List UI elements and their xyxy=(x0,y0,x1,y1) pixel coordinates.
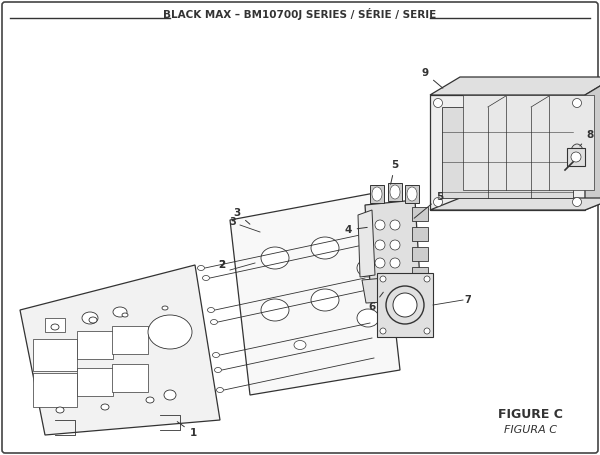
Polygon shape xyxy=(365,200,420,283)
Ellipse shape xyxy=(390,185,400,199)
Polygon shape xyxy=(362,275,422,303)
Ellipse shape xyxy=(424,276,430,282)
Ellipse shape xyxy=(433,197,443,207)
Polygon shape xyxy=(412,247,428,261)
Ellipse shape xyxy=(101,404,109,410)
Polygon shape xyxy=(585,77,600,210)
Text: 2: 2 xyxy=(218,260,226,270)
Ellipse shape xyxy=(424,328,430,334)
Text: 5: 5 xyxy=(414,192,443,218)
Text: FIGURA C: FIGURA C xyxy=(503,425,557,435)
Ellipse shape xyxy=(164,390,176,400)
Text: 6: 6 xyxy=(368,292,383,312)
Ellipse shape xyxy=(146,397,154,403)
Ellipse shape xyxy=(82,312,98,324)
Ellipse shape xyxy=(208,308,215,313)
Polygon shape xyxy=(377,273,433,337)
Polygon shape xyxy=(370,185,384,203)
Ellipse shape xyxy=(393,293,417,317)
Ellipse shape xyxy=(51,324,59,330)
Text: FIGURE C: FIGURE C xyxy=(497,409,562,421)
Polygon shape xyxy=(405,185,419,203)
Ellipse shape xyxy=(571,152,581,162)
Text: 3: 3 xyxy=(233,208,250,224)
Polygon shape xyxy=(567,148,585,166)
Ellipse shape xyxy=(380,276,386,282)
Ellipse shape xyxy=(122,313,128,317)
Ellipse shape xyxy=(372,187,382,201)
Text: 3: 3 xyxy=(230,217,236,227)
Text: BLACK MAX – BM10700J SERIES / SÉRIE / SERIE: BLACK MAX – BM10700J SERIES / SÉRIE / SE… xyxy=(163,8,437,20)
Polygon shape xyxy=(20,265,220,435)
Ellipse shape xyxy=(217,388,223,393)
Polygon shape xyxy=(412,207,428,221)
Ellipse shape xyxy=(294,340,306,349)
Ellipse shape xyxy=(390,258,400,268)
Polygon shape xyxy=(77,331,113,359)
Polygon shape xyxy=(33,339,77,371)
Ellipse shape xyxy=(390,220,400,230)
Ellipse shape xyxy=(311,289,339,311)
Ellipse shape xyxy=(375,240,385,250)
Text: 9: 9 xyxy=(421,68,443,88)
Text: 8: 8 xyxy=(580,130,593,146)
Ellipse shape xyxy=(113,307,127,317)
Text: 1: 1 xyxy=(177,422,197,438)
Polygon shape xyxy=(430,198,600,210)
Polygon shape xyxy=(412,227,428,241)
Ellipse shape xyxy=(571,144,583,160)
Ellipse shape xyxy=(357,309,379,327)
Ellipse shape xyxy=(311,237,339,259)
Ellipse shape xyxy=(375,258,385,268)
Ellipse shape xyxy=(572,197,581,207)
Ellipse shape xyxy=(89,317,97,323)
Ellipse shape xyxy=(197,266,205,271)
Text: 2: 2 xyxy=(218,260,226,270)
Ellipse shape xyxy=(162,306,168,310)
Ellipse shape xyxy=(375,220,385,230)
Polygon shape xyxy=(33,373,77,407)
Polygon shape xyxy=(430,95,585,210)
Polygon shape xyxy=(112,326,148,354)
Ellipse shape xyxy=(203,275,209,280)
Ellipse shape xyxy=(261,299,289,321)
Ellipse shape xyxy=(212,353,220,358)
Polygon shape xyxy=(112,364,148,392)
Polygon shape xyxy=(388,183,402,201)
Text: 5: 5 xyxy=(391,160,398,184)
Polygon shape xyxy=(77,368,113,396)
Text: 4: 4 xyxy=(344,225,367,235)
Polygon shape xyxy=(442,107,573,198)
Ellipse shape xyxy=(56,407,64,413)
Ellipse shape xyxy=(380,328,386,334)
Ellipse shape xyxy=(261,247,289,269)
Polygon shape xyxy=(463,95,594,190)
Polygon shape xyxy=(230,192,400,395)
Ellipse shape xyxy=(215,368,221,373)
Polygon shape xyxy=(45,318,65,332)
Polygon shape xyxy=(358,210,375,277)
Ellipse shape xyxy=(357,259,379,277)
Ellipse shape xyxy=(390,240,400,250)
Ellipse shape xyxy=(572,98,581,107)
Polygon shape xyxy=(412,267,428,281)
Ellipse shape xyxy=(148,315,192,349)
Ellipse shape xyxy=(211,319,218,324)
Text: 7: 7 xyxy=(464,295,472,305)
Polygon shape xyxy=(430,77,600,95)
Ellipse shape xyxy=(433,98,443,107)
Ellipse shape xyxy=(386,286,424,324)
Ellipse shape xyxy=(407,187,417,201)
